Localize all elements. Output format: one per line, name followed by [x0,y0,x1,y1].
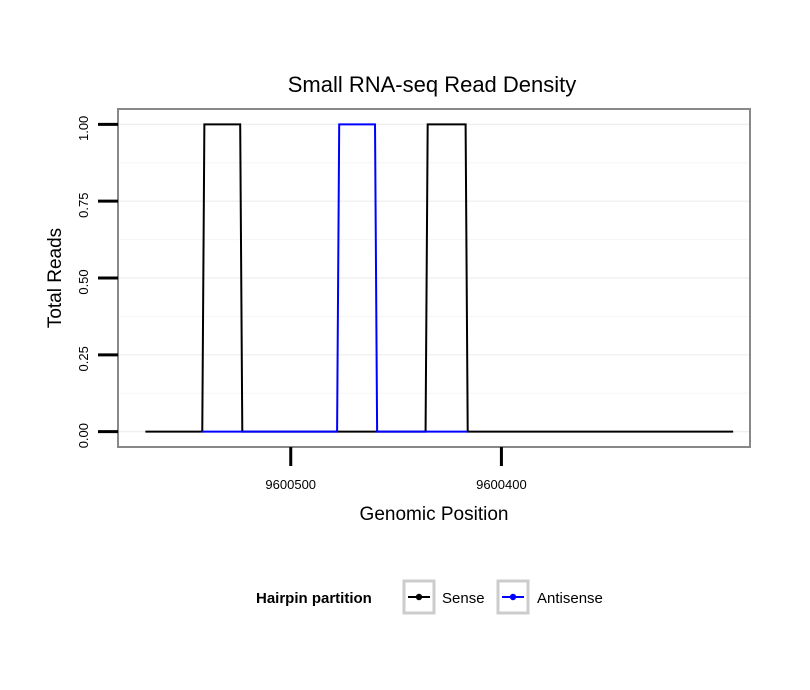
y-tick-label: 0.50 [76,269,91,294]
y-tick-label: 0.75 [76,193,91,218]
y-axis-title: Total Reads [45,228,66,328]
y-tick-label: 1.00 [76,116,91,141]
legend-item-sense: Sense [402,579,485,615]
chart-title: Small RNA-seq Read Density [288,72,577,97]
legend-label-antisense: Antisense [537,590,603,607]
y-tick-label: 0.00 [76,423,91,448]
grid-lines [118,123,750,433]
x-axis: 9600500 9600400 [265,447,527,492]
series-line-antisense [202,123,468,433]
x-tick-label: 9600400 [476,477,527,492]
legend-item-antisense: Antisense [496,579,603,615]
y-axis: 0.00 0.25 0.50 0.75 1.00 [76,116,118,448]
x-axis-title: Genomic Position [360,504,509,525]
legend-key-dot-antisense [509,593,517,601]
series-layer [145,123,734,433]
legend: Hairpin partition Sense Antisense [256,579,603,615]
x-tick-label: 9600500 [265,477,316,492]
legend-key-dot-sense [415,593,423,601]
legend-title: Hairpin partition [256,590,372,607]
legend-label-sense: Sense [442,590,485,607]
series-line-sense [145,123,734,433]
y-tick-label: 0.25 [76,346,91,371]
